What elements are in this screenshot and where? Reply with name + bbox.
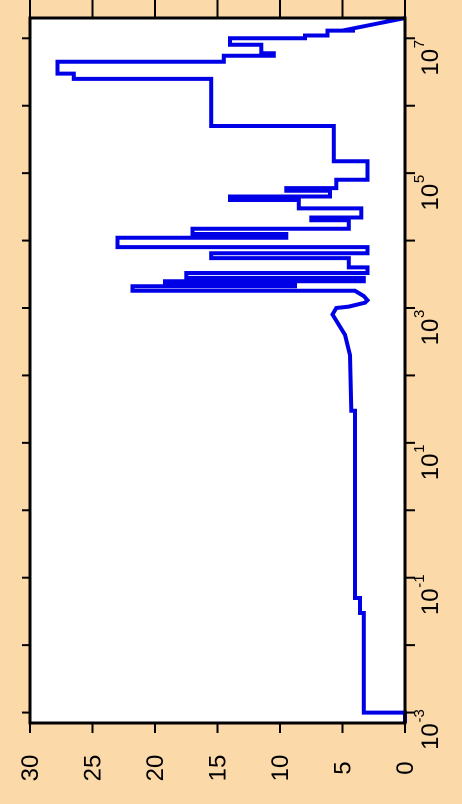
x-tick-label-base: 10 [417,454,444,481]
x-tick-label: 101 [411,445,444,481]
x-tick-label: 10-1 [411,574,444,615]
x-tick-label: 107 [411,40,444,76]
x-tick-label-base: 10 [417,723,444,750]
y-tick-label: 15 [205,755,232,782]
x-tick-label-exponent: -1 [411,574,428,587]
y-tick-label: 5 [330,761,357,774]
y-tick-label: 10 [267,755,294,782]
x-tick-label-exponent: 3 [411,310,428,318]
x-tick-label-exponent: -3 [411,709,428,722]
series-line-0 [55,16,407,723]
x-tick-label-exponent: 1 [411,445,428,453]
x-tick-label-exponent: 7 [411,40,428,48]
x-tick-label-base: 10 [417,49,444,76]
x-tick-label: 10-3 [411,709,444,750]
plot-area [30,18,405,723]
x-tick-label: 103 [411,310,444,346]
x-tick-label: 105 [411,175,444,211]
y-tick-label: 30 [17,755,44,782]
x-tick-label-base: 10 [417,319,444,346]
y-tick-label: 0 [392,761,419,774]
y-tick-label: 20 [142,755,169,782]
plot-frame [28,16,407,725]
y-tick-label: 25 [80,755,107,782]
x-tick-label-base: 10 [417,588,444,615]
x-tick-label-base: 10 [417,184,444,211]
x-tick-label-exponent: 5 [411,175,428,183]
